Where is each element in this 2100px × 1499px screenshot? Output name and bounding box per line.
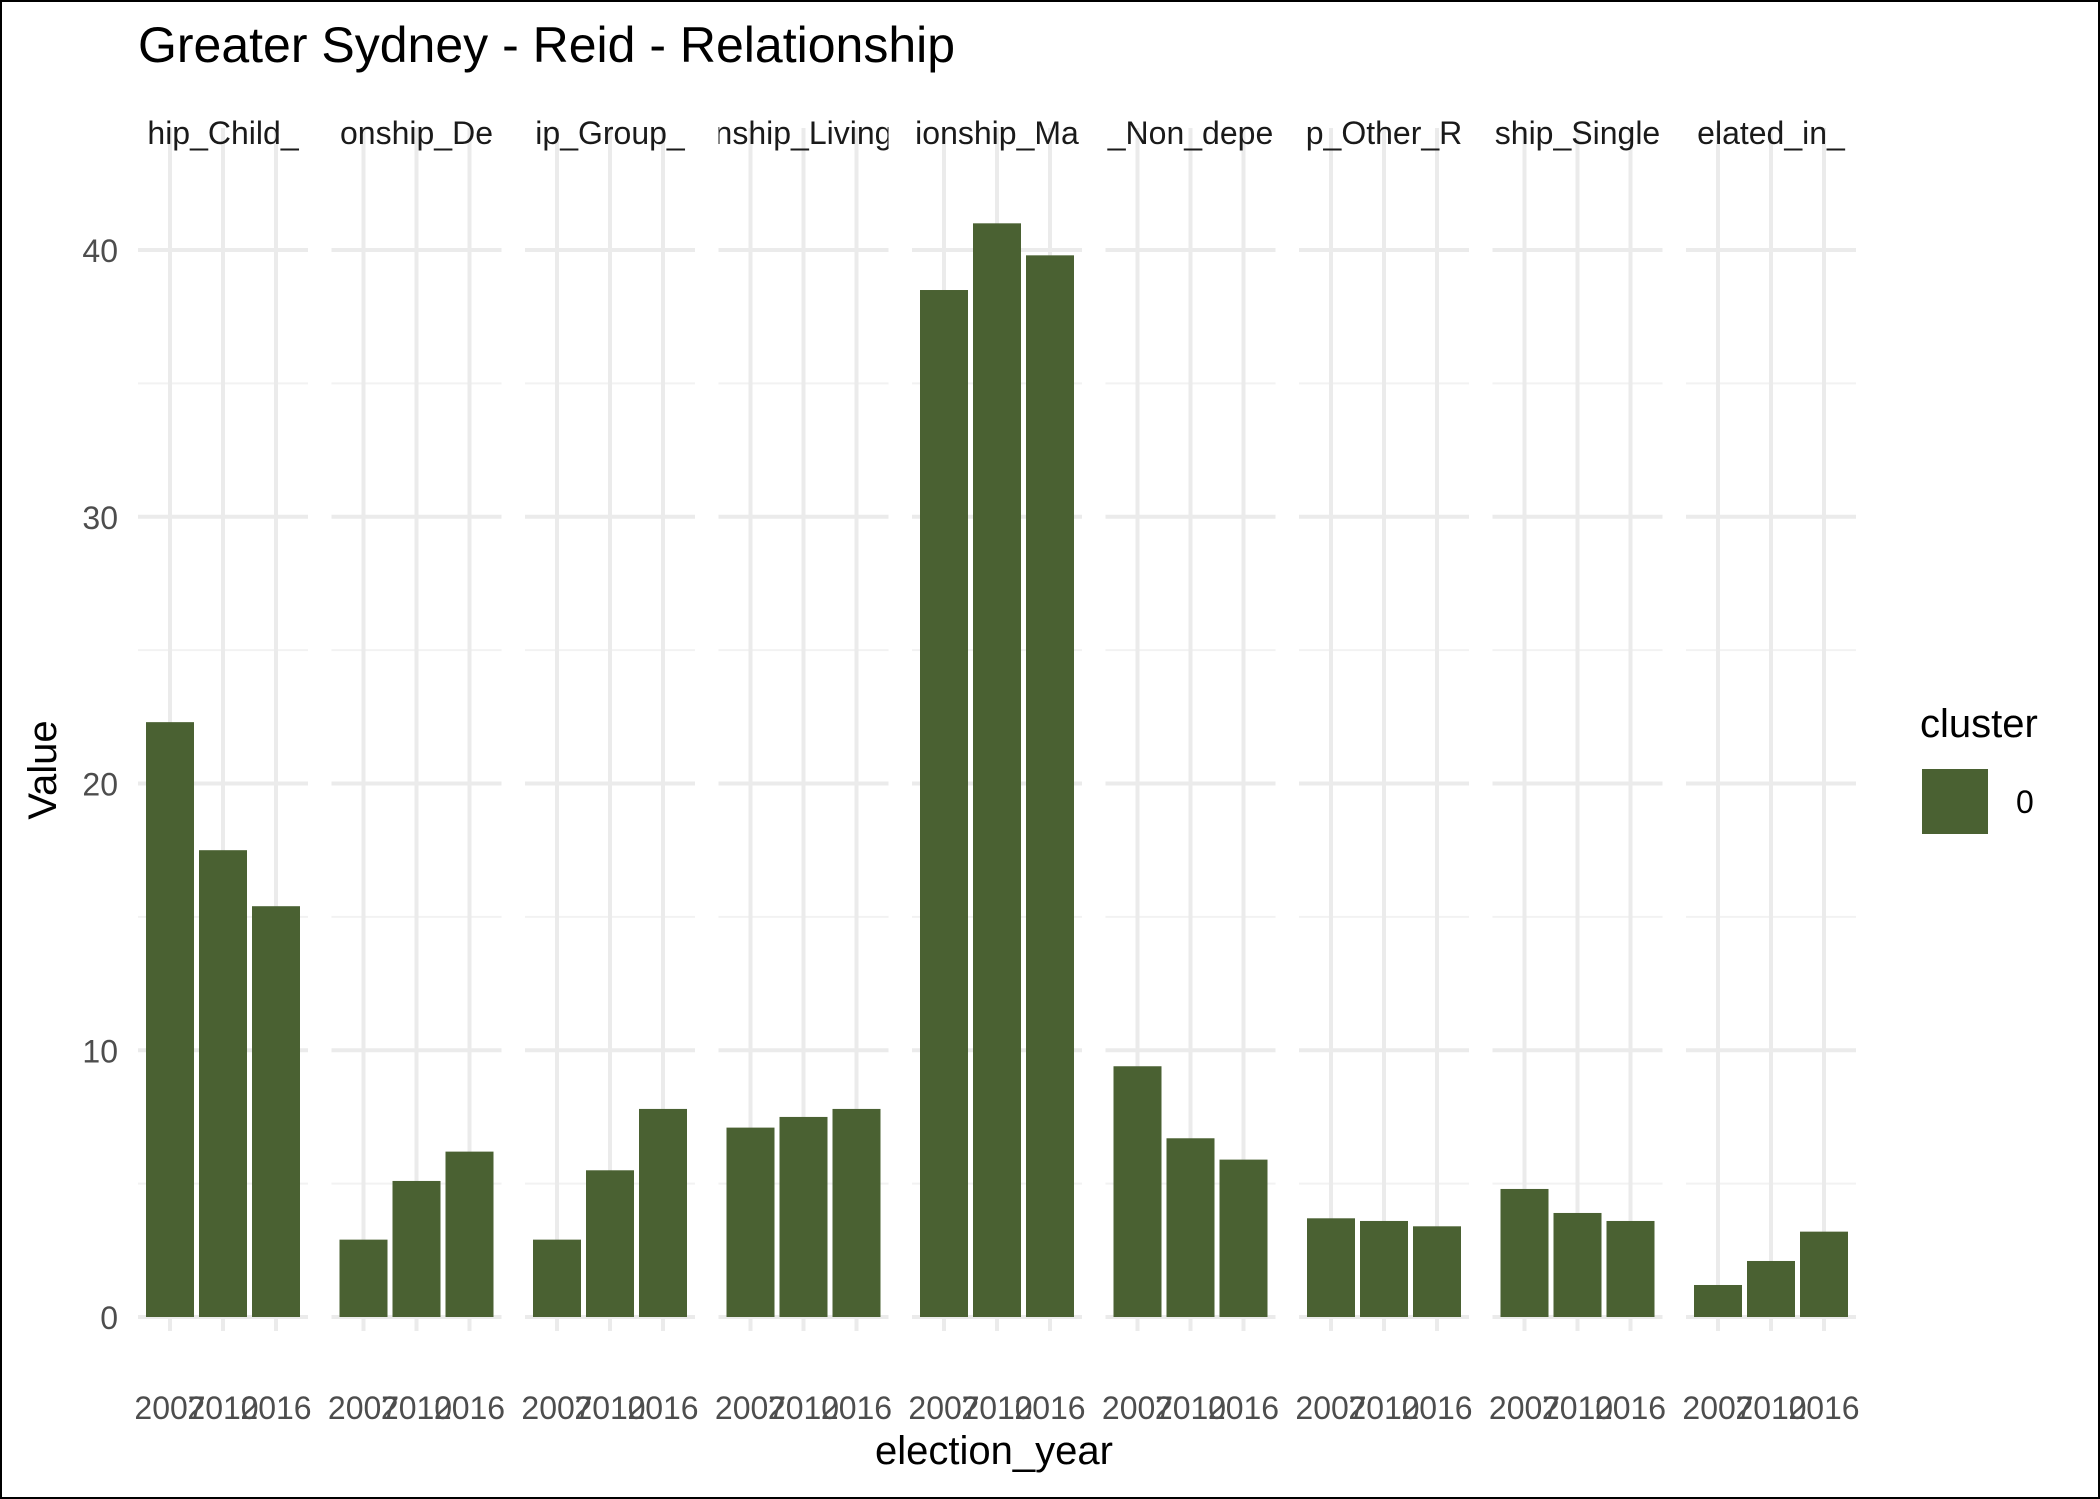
x-tick-label: 2010 xyxy=(768,1390,839,1426)
x-tick-label: 2007 xyxy=(1682,1390,1753,1426)
bar-panel1-2016 xyxy=(252,906,300,1317)
x-tick-label: 2016 xyxy=(240,1390,311,1426)
facet-strip-label: elated_in_ xyxy=(1697,115,1846,151)
x-tick-label: 2010 xyxy=(574,1390,645,1426)
x-tick-label: 2010 xyxy=(961,1390,1032,1426)
legend-title: cluster xyxy=(1920,702,2038,746)
bar-panel4-2016 xyxy=(832,1108,881,1317)
bar-panel9-2016 xyxy=(1800,1231,1848,1317)
bar-panel5-2007 xyxy=(920,290,968,1318)
bar-panel6-2016 xyxy=(1219,1159,1268,1317)
x-tick-label: 2007 xyxy=(1295,1390,1366,1426)
x-axis-title: election_year xyxy=(875,1429,1113,1473)
y-tick-label: 40 xyxy=(82,233,118,269)
legend: cluster 0 xyxy=(1920,702,2038,834)
y-tick-label: 10 xyxy=(82,1033,118,1069)
x-tick-label: 2010 xyxy=(187,1390,258,1426)
facet-strip-label: nship_Living xyxy=(715,115,893,151)
x-tick-label: 2007 xyxy=(908,1390,979,1426)
bar-panel7-2007 xyxy=(1307,1218,1355,1317)
bar-panel7-2010 xyxy=(1360,1220,1408,1317)
x-tick-label: 2016 xyxy=(1595,1390,1666,1426)
bar-panel9-2007 xyxy=(1694,1284,1742,1317)
x-tick-label: 2016 xyxy=(1788,1390,1859,1426)
bar-panel6-2010 xyxy=(1166,1138,1215,1317)
bar-panel6-2007 xyxy=(1113,1066,1162,1317)
y-tick-label: 30 xyxy=(82,500,118,536)
x-tick-label: 2016 xyxy=(821,1390,892,1426)
bar-panel8-2007 xyxy=(1500,1188,1549,1317)
facet-strip-label: onship_De xyxy=(340,115,493,151)
bar-panel2-2016 xyxy=(445,1151,494,1317)
chart-title: Greater Sydney - Reid - Relationship xyxy=(138,17,955,73)
x-tick-label: 2007 xyxy=(715,1390,786,1426)
bar-panel8-2016 xyxy=(1606,1220,1655,1317)
facet-strip-label: ip_Group_ xyxy=(535,115,686,151)
bar-panel8-2010 xyxy=(1553,1212,1602,1317)
bar-panel1-2007 xyxy=(146,722,194,1317)
facet-strip-label: _Non_depe xyxy=(1107,115,1273,151)
x-tick-label: 2007 xyxy=(1489,1390,1560,1426)
x-tick-label: 2010 xyxy=(1155,1390,1226,1426)
x-tick-label: 2010 xyxy=(1542,1390,1613,1426)
y-axis-title: Value xyxy=(21,720,65,819)
x-tick-label: 2007 xyxy=(1102,1390,1173,1426)
legend-label-0: 0 xyxy=(2016,784,2034,820)
x-tick-label: 2016 xyxy=(1014,1390,1085,1426)
facet-strip-label: ionship_Ma xyxy=(915,115,1079,151)
x-tick-label: 2010 xyxy=(1735,1390,1806,1426)
bar-panel4-2010 xyxy=(779,1116,828,1317)
bar-panel5-2010 xyxy=(973,223,1021,1318)
x-tick-label: 2016 xyxy=(1401,1390,1472,1426)
x-tick-label: 2016 xyxy=(1208,1390,1279,1426)
x-tick-label: 2007 xyxy=(521,1390,592,1426)
y-tick-label: 20 xyxy=(82,767,118,803)
bar-panel7-2016 xyxy=(1413,1226,1461,1317)
bar-panel9-2010 xyxy=(1747,1260,1795,1317)
bar-panel1-2010 xyxy=(199,850,247,1317)
bar-panel3-2010 xyxy=(586,1170,634,1317)
facet-panels: 200720102016hip_Child_200720102016onship… xyxy=(82,115,1859,1426)
legend-key-0 xyxy=(1922,769,1988,834)
bar-panel5-2016 xyxy=(1026,255,1074,1318)
bar-panel2-2010 xyxy=(392,1180,441,1317)
x-tick-label: 2010 xyxy=(1348,1390,1419,1426)
bar-panel4-2007 xyxy=(726,1127,775,1317)
x-tick-label: 2016 xyxy=(434,1390,505,1426)
facet-strip-label: p_Other_R xyxy=(1306,115,1463,151)
facet-strip-label: ship_Single xyxy=(1495,115,1660,151)
y-tick-label: 0 xyxy=(100,1300,118,1336)
bar-panel3-2007 xyxy=(533,1239,581,1317)
x-tick-label: 2007 xyxy=(328,1390,399,1426)
x-tick-label: 2010 xyxy=(381,1390,452,1426)
x-tick-label: 2007 xyxy=(134,1390,205,1426)
bar-panel3-2016 xyxy=(639,1108,687,1317)
facet-strip-label: hip_Child_ xyxy=(147,115,299,151)
bar-panel2-2007 xyxy=(339,1239,388,1317)
x-tick-label: 2016 xyxy=(627,1390,698,1426)
